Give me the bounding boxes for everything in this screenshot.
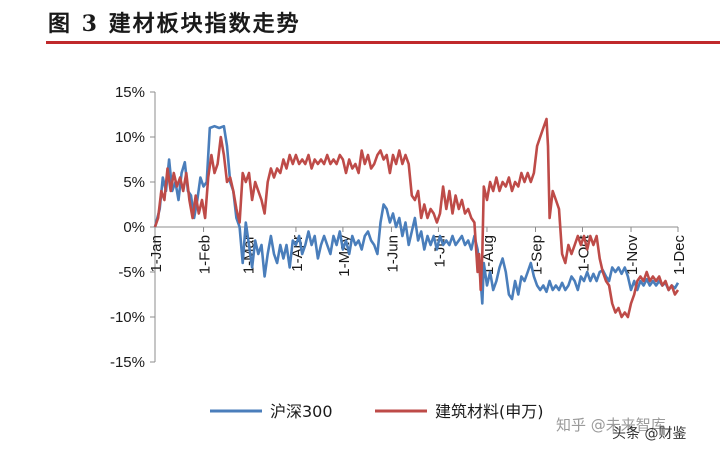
y-tick-label: 0% (123, 219, 145, 236)
x-tick-label: 1-Sep (529, 235, 546, 275)
y-tick-label: 5% (123, 174, 145, 191)
figure-title: 图 3 建材板块指数走势 (48, 11, 301, 37)
x-tick-label: 1-Dec (671, 235, 688, 276)
series-line-hs300 (153, 124, 680, 305)
watermark-zhihu: 知乎 @未来智库 (556, 416, 666, 434)
watermark: 知乎 @未来智库 头条 @财鉴 (556, 416, 686, 442)
series-line-jiancai (153, 117, 680, 319)
y-tick-labels: -15% -10% -5% 0% 5% 10% 15% (110, 84, 145, 371)
legend-label: 建筑材料(申万) (435, 402, 544, 421)
figure-header: 图 3 建材板块指数走势 (0, 0, 720, 44)
watermark-toutiao: 头条 @财鉴 (612, 425, 686, 442)
x-tick-label: 1-Feb (197, 235, 214, 274)
x-tick-label: 1-Jun (384, 235, 401, 273)
y-tick-label: -10% (110, 309, 145, 326)
x-tick-label: 1-Nov (624, 235, 641, 276)
y-tick-label: 10% (115, 129, 145, 146)
legend: 沪深300 建筑材料(申万) (210, 402, 544, 421)
y-tick-label: -5% (118, 264, 145, 281)
y-tick-label: -15% (110, 354, 145, 371)
x-tick-label: 1-May (336, 235, 353, 277)
y-tick-label: 15% (115, 84, 145, 101)
series-lines (153, 117, 680, 319)
title-rule (46, 41, 720, 44)
legend-label: 沪深300 (270, 402, 333, 421)
x-tick-label: 1-Jan (148, 235, 165, 273)
